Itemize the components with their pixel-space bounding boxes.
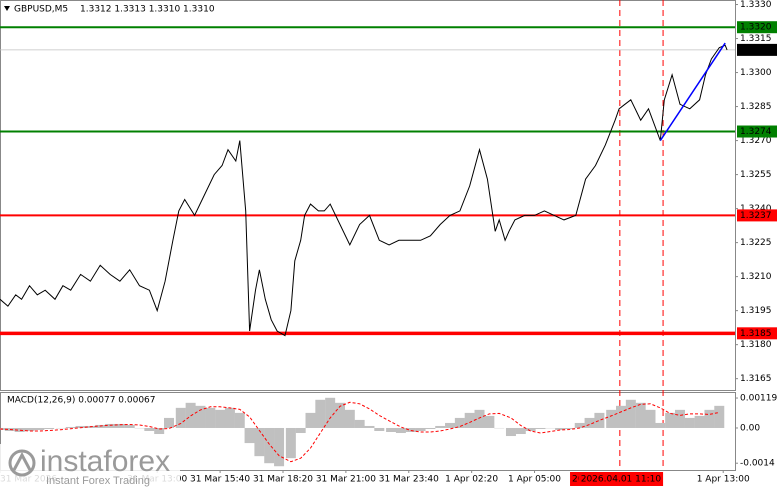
macd-bar xyxy=(516,428,526,434)
x-tick-label: 31 Mar 21:00 xyxy=(316,475,376,485)
x-tick-label: 31 Mar 15:40 xyxy=(190,475,250,485)
chart-subtitle: 1.3312 1.3313 1.3310 1.3310 xyxy=(80,5,215,15)
macd-bar xyxy=(606,410,616,428)
y-tick-label: 1.3285 xyxy=(740,102,772,112)
y-tick-label: 1.3330 xyxy=(740,0,772,10)
x-tick-label: 31 Mar 23:40 xyxy=(379,475,439,485)
y-tick-label: 1.3195 xyxy=(740,306,772,316)
level-label: 1.3274 xyxy=(740,127,772,137)
y-tick-label: 1.3270 xyxy=(740,136,772,146)
macd-bar xyxy=(506,428,516,436)
macd-bar xyxy=(176,408,186,428)
macd-bar xyxy=(34,428,44,430)
macd-bar xyxy=(245,428,255,443)
macd-bar xyxy=(616,406,626,428)
macd-bar xyxy=(296,428,306,433)
y-tick-label: 1.3165 xyxy=(740,374,772,384)
macd-bar xyxy=(704,410,714,428)
chart-title: GBPUSD,M5 xyxy=(14,5,68,15)
macd-bar xyxy=(374,428,384,431)
macd-bar xyxy=(364,426,374,428)
level-label: 1.3320 xyxy=(740,23,772,33)
macd-bar xyxy=(675,410,685,428)
macd-bar xyxy=(315,400,325,428)
watermark-tagline: Instant Forex Trading xyxy=(46,475,150,487)
macd-bar xyxy=(215,410,225,428)
macd-y-tick-label: 0.00 xyxy=(740,423,760,433)
macd-bar xyxy=(484,416,494,428)
macd-bar xyxy=(416,428,426,431)
macd-bar xyxy=(396,428,406,433)
macd-bar xyxy=(636,403,646,428)
macd-bar xyxy=(386,428,396,432)
macd-bar xyxy=(406,428,416,432)
macd-bar xyxy=(235,413,245,428)
macd-title: MACD(12,26,9) 0.00077 0.00067 xyxy=(7,396,156,406)
y-tick-label: 1.3300 xyxy=(740,68,772,78)
watermark-brand: instaforex xyxy=(40,445,170,478)
macd-bar xyxy=(655,423,665,428)
macd-bar xyxy=(345,410,355,428)
macd-bar xyxy=(425,428,435,429)
macd-bar xyxy=(44,428,54,429)
vertical-line-label: 2026.04.01 11:10 xyxy=(581,475,662,485)
macd-bar xyxy=(154,428,164,434)
macd-bar xyxy=(445,423,455,428)
macd-bar xyxy=(274,428,284,466)
macd-bar xyxy=(714,406,724,428)
current-price-label: 1.3310 xyxy=(740,45,772,55)
macd-y-tick-label: 0.00119 xyxy=(740,394,777,404)
y-tick-label: 1.3255 xyxy=(740,170,772,180)
watermark: instaforex Instant Forex Trading xyxy=(0,444,180,489)
macd-bar xyxy=(306,413,316,428)
x-tick-label: 1 Apr 05:00 xyxy=(508,475,561,485)
macd-bar xyxy=(455,418,465,428)
macd-bar xyxy=(475,410,485,428)
macd-bar xyxy=(465,413,475,428)
x-tick-label: 1 Apr 13:00 xyxy=(697,475,750,485)
macd-bar xyxy=(66,427,76,428)
macd-bar xyxy=(125,425,135,428)
y-tick-label: 1.3210 xyxy=(740,272,772,282)
macd-bar xyxy=(695,416,705,428)
macd-bar xyxy=(626,400,636,428)
x-tick-label: 1 Apr 02:20 xyxy=(445,475,498,485)
macd-bar xyxy=(164,418,174,428)
macd-bar xyxy=(645,410,655,428)
macd-bar xyxy=(435,426,445,428)
macd-bar xyxy=(264,428,274,463)
macd-bar xyxy=(325,398,335,428)
y-tick-label: 1.3180 xyxy=(740,340,772,350)
macd-bar xyxy=(225,408,235,428)
macd-bar xyxy=(535,428,545,429)
macd-bar xyxy=(205,408,215,428)
macd-y-tick-label: -0.0014 xyxy=(740,459,775,469)
macd-bar xyxy=(286,428,296,458)
macd-bar xyxy=(144,428,154,431)
y-tick-label: 1.3315 xyxy=(740,34,772,44)
macd-bar xyxy=(254,428,264,456)
level-label: 1.3185 xyxy=(740,329,772,339)
level-label: 1.3237 xyxy=(740,211,772,221)
macd-bar xyxy=(594,413,604,428)
y-tick-label: 1.3225 xyxy=(740,238,772,248)
x-tick-label: 31 Mar 18:20 xyxy=(253,475,313,485)
macd-bar xyxy=(355,420,365,428)
macd-bar xyxy=(665,413,675,428)
macd-bar xyxy=(685,418,695,428)
